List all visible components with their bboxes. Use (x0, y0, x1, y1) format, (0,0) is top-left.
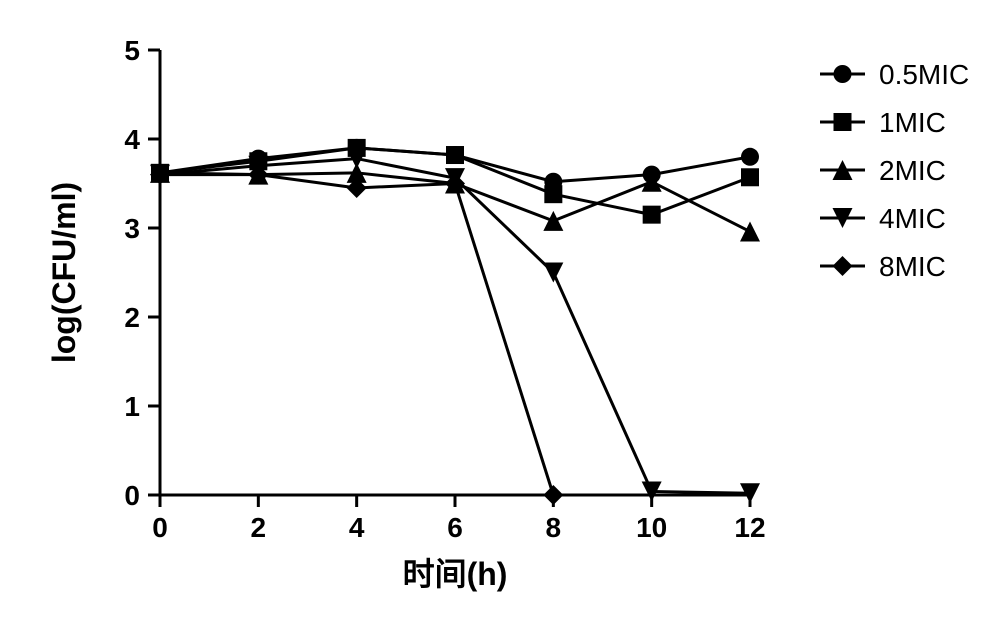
svg-text:4: 4 (349, 512, 365, 543)
legend-item-1MIC: 1MIC (820, 107, 946, 138)
legend-item-2MIC: 2MIC (820, 155, 946, 186)
svg-text:0.5MIC: 0.5MIC (879, 59, 969, 90)
svg-text:8: 8 (546, 512, 562, 543)
svg-text:10: 10 (636, 512, 667, 543)
svg-text:3: 3 (124, 213, 140, 244)
svg-text:2MIC: 2MIC (879, 155, 946, 186)
svg-text:4: 4 (124, 124, 140, 155)
svg-text:2: 2 (124, 302, 140, 333)
svg-text:0: 0 (152, 512, 168, 543)
svg-text:6: 6 (447, 512, 463, 543)
svg-text:8MIC: 8MIC (879, 251, 946, 282)
svg-text:2: 2 (251, 512, 267, 543)
svg-text:1MIC: 1MIC (879, 107, 946, 138)
svg-text:4MIC: 4MIC (879, 203, 946, 234)
series-4MIC (150, 149, 760, 504)
line-chart: 024681012012345时间(h)log(CFU/ml)0.5MIC1MI… (20, 20, 1000, 623)
series-8MIC (150, 165, 563, 505)
svg-text:5: 5 (124, 35, 140, 66)
legend-item-8MIC: 8MIC (820, 251, 946, 282)
svg-text:1: 1 (124, 391, 140, 422)
svg-text:12: 12 (734, 512, 765, 543)
x-axis-title: 时间(h) (403, 556, 508, 592)
legend-item-4MIC: 4MIC (820, 203, 946, 234)
chart-container: 024681012012345时间(h)log(CFU/ml)0.5MIC1MI… (20, 20, 1000, 623)
y-axis-title: log(CFU/ml) (46, 182, 82, 363)
legend-item-0.5MIC: 0.5MIC (820, 59, 969, 90)
svg-text:0: 0 (124, 480, 140, 511)
